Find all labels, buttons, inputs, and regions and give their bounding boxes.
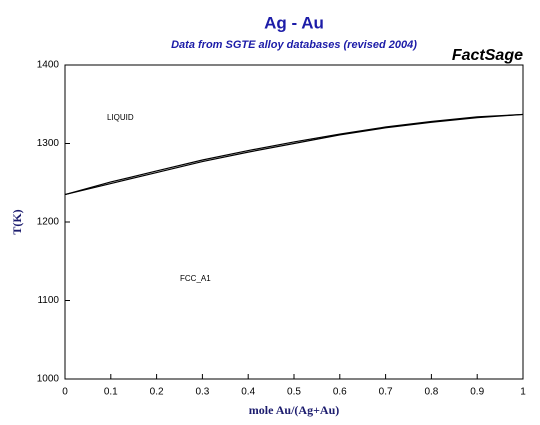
x-tick-label: 0.2 — [150, 387, 164, 398]
y-tick-label: 1000 — [37, 374, 60, 385]
y-tick-label: 1200 — [37, 217, 60, 228]
x-tick-label: 0 — [62, 387, 68, 398]
x-tick-label: 0.9 — [470, 387, 484, 398]
phase-boundary — [64, 113, 524, 196]
region-label: FCC_A1 — [180, 274, 211, 283]
chart-subtitle: Data from SGTE alloy databases (revised … — [171, 39, 417, 51]
y-tick-label: 1100 — [37, 295, 59, 306]
x-tick-label: 0.3 — [195, 387, 209, 398]
y-axis-label: T(K) — [10, 209, 24, 234]
x-tick-label: 0.8 — [424, 387, 438, 398]
x-tick-label: 0.6 — [333, 387, 347, 398]
x-tick-label: 1 — [520, 387, 526, 398]
chart-title: Ag - Au — [264, 13, 324, 32]
region-label: LIQUID — [107, 113, 134, 122]
x-tick-label: 0.1 — [104, 387, 118, 398]
y-tick-label: 1400 — [37, 60, 60, 71]
brand-label: FactSage — [452, 47, 523, 64]
plot-frame — [64, 64, 524, 380]
x-tick-label: 0.4 — [241, 387, 255, 398]
x-tick-label: 0.7 — [379, 387, 393, 398]
y-tick-label: 1300 — [37, 138, 60, 149]
x-tick-label: 0.5 — [287, 387, 301, 398]
x-axis-label: mole Au/(Ag+Au) — [249, 403, 340, 417]
phase-boundary — [64, 113, 524, 196]
